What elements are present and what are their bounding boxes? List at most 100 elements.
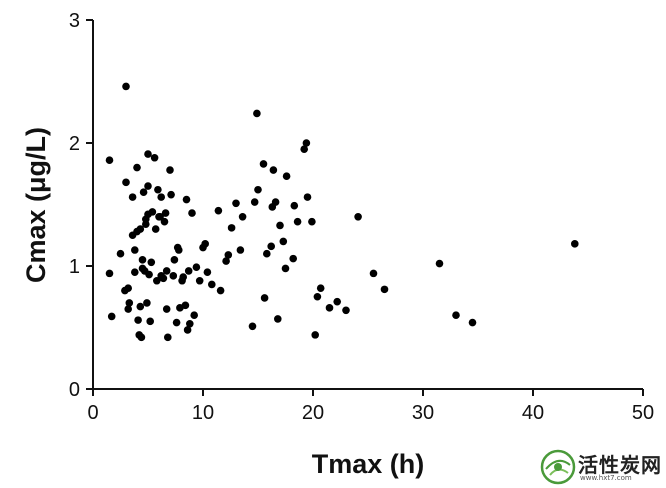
data-point	[136, 225, 145, 233]
data-point	[166, 166, 174, 174]
data-point	[290, 201, 299, 210]
data-point	[311, 331, 320, 339]
data-point	[105, 156, 114, 165]
data-point	[303, 193, 312, 201]
data-point	[160, 217, 169, 226]
x-tick-label: 40	[522, 402, 544, 424]
data-point	[369, 269, 378, 278]
data-point	[184, 267, 193, 275]
data-point	[188, 209, 196, 217]
data-point	[308, 217, 316, 226]
data-point	[224, 251, 233, 259]
data-point	[468, 318, 477, 327]
data-point	[164, 333, 172, 342]
data-point	[325, 304, 334, 312]
data-point	[289, 254, 298, 263]
data-point	[145, 270, 153, 279]
data-point	[154, 185, 162, 194]
data-point	[203, 268, 212, 276]
data-point	[137, 333, 146, 342]
data-point	[150, 153, 159, 162]
data-point	[267, 242, 276, 251]
data-point	[131, 268, 139, 276]
data-point	[156, 213, 164, 221]
data-point	[167, 190, 175, 199]
data-point	[162, 305, 171, 313]
data-point	[201, 240, 209, 248]
y-tick-label: 1	[69, 256, 80, 278]
data-point	[300, 145, 309, 153]
data-point	[276, 221, 284, 230]
data-point	[222, 257, 230, 265]
data-point	[175, 246, 183, 254]
data-point	[151, 225, 160, 233]
data-point	[125, 299, 134, 307]
data-point	[282, 172, 291, 181]
data-point	[354, 213, 362, 221]
x-tick-label: 50	[632, 402, 654, 424]
data-point	[172, 318, 181, 327]
y-tick-label: 3	[69, 10, 80, 32]
data-point	[259, 160, 268, 168]
data-point	[133, 163, 141, 172]
data-point	[271, 198, 280, 206]
watermark-text: 活性炭网	[578, 453, 662, 477]
data-point	[452, 311, 460, 320]
data-point	[254, 185, 262, 194]
y-tick-label: 2	[69, 133, 80, 155]
data-point	[157, 193, 165, 201]
y-axis-title: Cmax (μg/L)	[21, 127, 51, 283]
data-point	[208, 280, 216, 289]
data-point	[313, 292, 322, 301]
data-point	[122, 82, 130, 91]
data-point	[142, 220, 150, 228]
watermark-url: www.hxt7.com	[580, 474, 632, 482]
data-point	[380, 285, 389, 294]
data-point	[169, 272, 178, 280]
data-point	[162, 267, 171, 275]
data-point	[342, 306, 350, 315]
data-point	[131, 246, 139, 254]
data-point	[216, 286, 225, 295]
data-point	[281, 264, 290, 273]
watermark: 活性炭网 www.hxt7.com	[538, 445, 666, 488]
data-point	[170, 256, 179, 264]
data-point	[269, 166, 278, 174]
x-axis-title: Tmax (h)	[312, 449, 425, 479]
data-points	[105, 82, 579, 342]
data-point	[238, 213, 247, 221]
y-tick-label: 0	[69, 379, 80, 401]
data-point	[124, 284, 132, 292]
data-point	[571, 240, 579, 248]
data-point	[144, 182, 152, 190]
data-point	[302, 139, 311, 147]
data-point	[250, 198, 259, 206]
data-point	[161, 209, 170, 217]
data-point	[183, 326, 192, 334]
data-point	[248, 322, 257, 331]
axes: 0 10 20 30 40 50 0 1 2 3	[69, 10, 654, 424]
x-tick-label: 20	[302, 402, 324, 424]
x-tick-label: 30	[412, 402, 434, 424]
data-point	[181, 301, 190, 310]
data-point	[116, 249, 125, 258]
data-point	[122, 178, 130, 187]
data-point	[134, 316, 142, 324]
data-point	[274, 315, 282, 323]
data-point	[190, 311, 198, 320]
data-point	[316, 284, 325, 292]
data-point	[179, 273, 187, 281]
data-point	[182, 195, 191, 204]
data-point	[260, 294, 269, 302]
data-point	[124, 305, 132, 313]
data-point	[128, 193, 137, 201]
data-point	[138, 256, 147, 264]
data-point	[435, 259, 444, 268]
x-tick-label: 0	[87, 402, 98, 424]
data-point	[232, 199, 240, 208]
data-point	[139, 188, 148, 196]
data-point	[253, 109, 261, 118]
data-point	[214, 206, 223, 215]
x-tick-label: 10	[192, 402, 214, 424]
